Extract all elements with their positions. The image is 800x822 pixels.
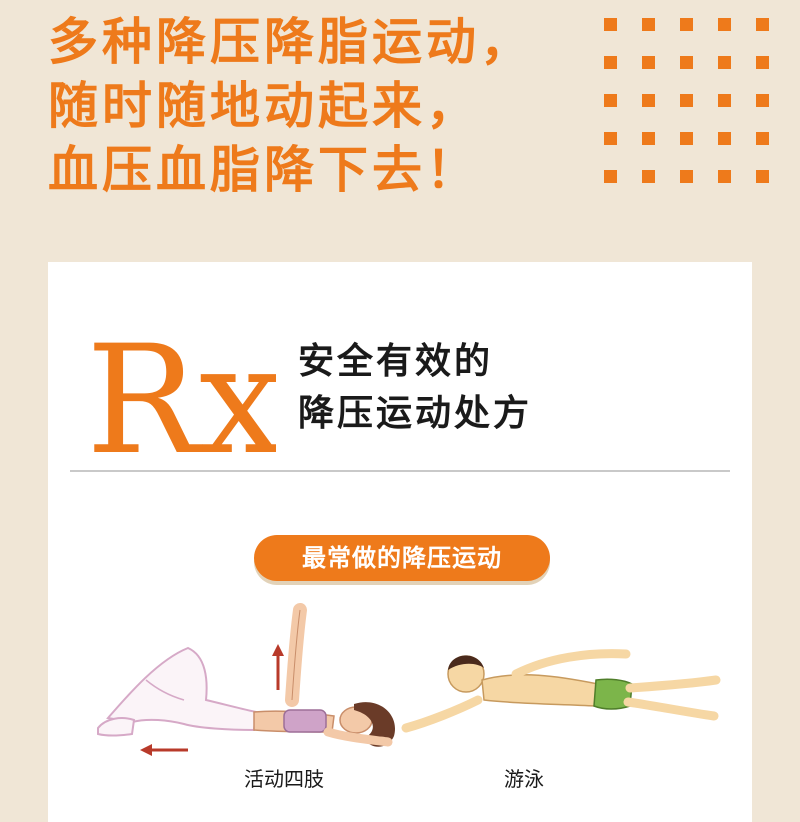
dot bbox=[756, 132, 769, 145]
dot bbox=[718, 170, 731, 183]
dot bbox=[642, 94, 655, 107]
headline: 多种降压降脂运动， 随时随地动起来， 血压血脂降下去！ bbox=[48, 10, 534, 202]
decorative-dot-grid bbox=[604, 18, 794, 208]
headline-line-1: 多种降压降脂运动， bbox=[48, 13, 534, 71]
dot bbox=[756, 170, 769, 183]
dot bbox=[718, 18, 731, 31]
dot bbox=[604, 56, 617, 69]
dot bbox=[680, 56, 693, 69]
dot bbox=[718, 132, 731, 145]
dot bbox=[604, 132, 617, 145]
dot bbox=[680, 18, 693, 31]
prescription-title: 安全有效的 降压运动处方 bbox=[298, 336, 532, 440]
prescription-card: Rx 安全有效的 降压运动处方 最常做的降压运动 活动四肢 bbox=[48, 262, 752, 822]
headline-line-3: 血压血脂降下去！ bbox=[48, 141, 480, 199]
dot bbox=[604, 94, 617, 107]
rx-symbol-icon: Rx bbox=[86, 314, 276, 464]
exercise-caption-limbs: 活动四肢 bbox=[244, 767, 324, 791]
divider bbox=[70, 470, 730, 472]
limb-exercise-illustration bbox=[97, 603, 395, 756]
dot bbox=[642, 170, 655, 183]
dot bbox=[756, 56, 769, 69]
rx-letter-r: Rx bbox=[86, 314, 276, 464]
section-pill-label: 最常做的降压运动 bbox=[254, 535, 550, 581]
dot bbox=[680, 170, 693, 183]
dot bbox=[604, 170, 617, 183]
prescription-title-line-2: 降压运动处方 bbox=[298, 393, 533, 434]
exercise-caption-swimming: 游泳 bbox=[504, 767, 544, 791]
dot bbox=[680, 132, 693, 145]
dot bbox=[642, 18, 655, 31]
headline-line-2: 随时随地动起来， bbox=[48, 77, 480, 135]
dot bbox=[604, 18, 617, 31]
swimming-illustration bbox=[401, 649, 721, 733]
dot bbox=[756, 94, 769, 107]
prescription-title-line-1: 安全有效的 bbox=[298, 341, 494, 382]
dot bbox=[642, 56, 655, 69]
dot bbox=[642, 132, 655, 145]
dot bbox=[718, 56, 731, 69]
dot bbox=[680, 94, 693, 107]
dot bbox=[756, 18, 769, 31]
dot bbox=[718, 94, 731, 107]
